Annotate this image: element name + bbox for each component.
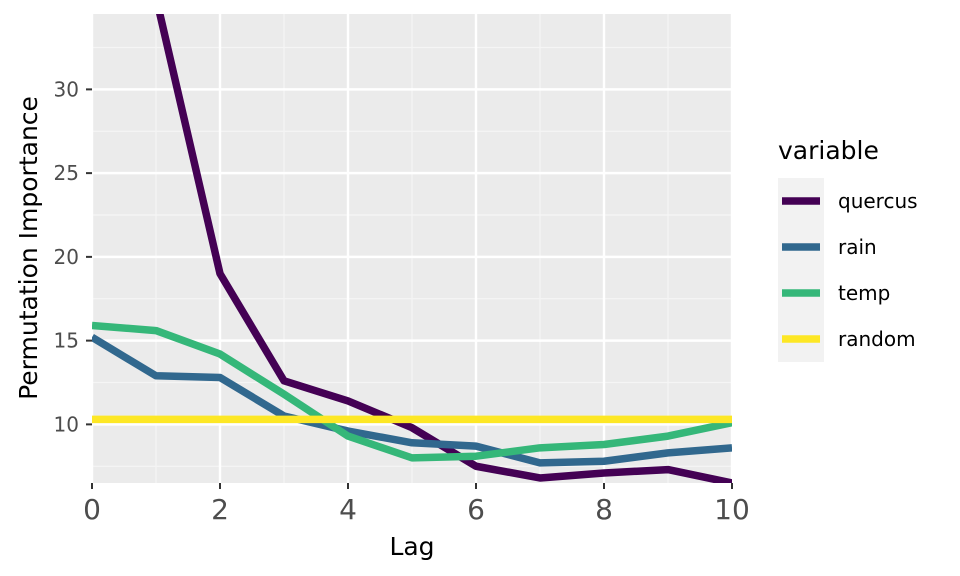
series-line-rain [92, 334, 732, 467]
legend-title: variable [778, 136, 879, 165]
y-tick-label: 20 [54, 245, 79, 269]
y-tick-label: 15 [54, 329, 79, 353]
y-tick-label: 30 [54, 77, 79, 101]
x-axis-title: Lag [389, 532, 434, 561]
series-lines [92, 14, 732, 483]
legend-label-quercus: quercus [838, 189, 918, 213]
legend: variable quercus rain temp random [778, 136, 918, 362]
x-tick-label: 4 [339, 493, 357, 526]
x-tick-label: 2 [211, 493, 229, 526]
x-tick-label: 0 [83, 493, 101, 526]
grid-minor [92, 14, 732, 483]
y-tick-label: 10 [54, 412, 79, 436]
x-tick-label: 10 [714, 493, 750, 526]
x-tick-label: 6 [467, 493, 485, 526]
legend-key-background [778, 178, 824, 362]
legend-label-temp: temp [838, 281, 890, 305]
y-tick-labels: 10 15 20 25 30 [54, 77, 79, 436]
y-tick-label: 25 [54, 161, 79, 185]
legend-label-rain: rain [838, 235, 877, 259]
y-axis-title: Permutation Importance [14, 96, 43, 400]
axis-ticks [86, 88, 733, 489]
legend-label-random: random [838, 327, 916, 351]
series-line-temp [92, 321, 732, 462]
x-tick-labels: 0 2 4 6 8 10 [83, 493, 750, 526]
x-tick-label: 8 [595, 493, 613, 526]
